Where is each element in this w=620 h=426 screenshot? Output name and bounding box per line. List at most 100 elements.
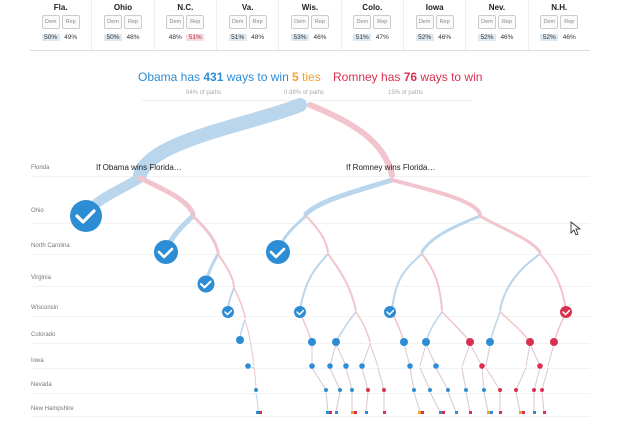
branch[interactable]	[311, 343, 555, 367]
obama-win-dot[interactable]	[428, 388, 432, 392]
obama-outcome[interactable]	[335, 411, 338, 414]
romney-win-dot[interactable]	[537, 363, 543, 369]
romney-outcome[interactable]	[259, 411, 262, 414]
obama-win-dot[interactable]	[338, 388, 342, 392]
check-icon[interactable]	[222, 306, 234, 318]
romney-outcome[interactable]	[421, 411, 424, 414]
romney-outcome[interactable]	[522, 411, 525, 414]
branch[interactable]	[499, 253, 541, 311]
branch-obama-florida[interactable]	[133, 98, 307, 182]
check-icon[interactable]	[154, 240, 178, 264]
obama-outcome[interactable]	[455, 411, 458, 414]
romney-win-dot[interactable]	[550, 338, 558, 346]
rep-button[interactable]: Rep	[310, 15, 329, 29]
dem-button[interactable]: Dem	[166, 15, 185, 29]
branch[interactable]	[489, 311, 501, 343]
branch[interactable]	[303, 177, 395, 217]
obama-win-dot[interactable]	[309, 363, 315, 369]
romney-win-dot[interactable]	[366, 388, 370, 392]
branch[interactable]	[137, 175, 196, 217]
obama-win-dot[interactable]	[433, 363, 439, 369]
branch-romney-florida[interactable]	[307, 102, 395, 178]
romney-win-dot[interactable]	[466, 338, 474, 346]
romney-outcome[interactable]	[329, 411, 332, 414]
romney-outcome[interactable]	[354, 411, 357, 414]
obama-outcome[interactable]	[439, 411, 442, 414]
branch[interactable]	[325, 391, 545, 413]
obama-outcome[interactable]	[326, 411, 329, 414]
dem-button[interactable]: Dem	[41, 15, 60, 29]
rep-button[interactable]: Rep	[560, 15, 579, 29]
check-icon[interactable]	[384, 306, 396, 318]
check-icon[interactable]	[197, 275, 215, 293]
obama-win-dot[interactable]	[407, 363, 413, 369]
obama-outcome[interactable]	[365, 411, 368, 414]
obama-outcome[interactable]	[256, 411, 259, 414]
romney-outcome[interactable]	[383, 411, 386, 414]
romney-win-dot[interactable]	[526, 338, 534, 346]
obama-win-dot[interactable]	[400, 338, 408, 346]
branch[interactable]	[305, 215, 329, 253]
obama-outcome[interactable]	[533, 411, 536, 414]
tie-outcome[interactable]	[351, 411, 354, 414]
tie-outcome[interactable]	[487, 411, 490, 414]
branch[interactable]	[244, 319, 255, 367]
obama-win-dot[interactable]	[327, 363, 333, 369]
obama-win-dot[interactable]	[343, 363, 349, 369]
branch[interactable]	[311, 367, 549, 391]
dem-button[interactable]: Dem	[103, 15, 122, 29]
branch[interactable]	[299, 253, 329, 311]
rep-button[interactable]: Rep	[61, 15, 80, 29]
romney-win-dot[interactable]	[382, 388, 386, 392]
obama-win-dot[interactable]	[482, 388, 486, 392]
branch[interactable]	[425, 311, 443, 343]
obama-win-dot[interactable]	[446, 388, 450, 392]
branch[interactable]	[255, 393, 259, 413]
romney-win-dot[interactable]	[540, 388, 544, 392]
check-icon[interactable]	[70, 200, 102, 232]
obama-win-dot[interactable]	[254, 388, 258, 392]
branch[interactable]	[421, 253, 443, 311]
obama-win-dot[interactable]	[350, 388, 354, 392]
branch[interactable]	[191, 214, 220, 254]
obama-win-dot[interactable]	[422, 338, 430, 346]
obama-win-dot[interactable]	[332, 338, 340, 346]
rep-button[interactable]: Rep	[497, 15, 516, 29]
romney-outcome[interactable]	[499, 411, 502, 414]
rep-button[interactable]: Rep	[186, 15, 205, 29]
rep-button[interactable]: Rep	[248, 15, 267, 29]
branch[interactable]	[478, 214, 542, 254]
obama-win-dot[interactable]	[236, 336, 244, 344]
branch[interactable]	[420, 214, 482, 254]
branch[interactable]	[391, 253, 423, 311]
rep-button[interactable]: Rep	[435, 15, 454, 29]
rep-button[interactable]: Rep	[123, 15, 142, 29]
branch[interactable]	[539, 253, 567, 311]
obama-win-dot[interactable]	[412, 388, 416, 392]
romney-win-dot[interactable]	[479, 363, 485, 369]
obama-win-dot[interactable]	[245, 363, 251, 369]
dem-button[interactable]: Dem	[540, 15, 559, 29]
branch[interactable]	[441, 311, 471, 343]
obama-win-dot[interactable]	[464, 388, 468, 392]
tie-outcome[interactable]	[418, 411, 421, 414]
branch[interactable]	[335, 311, 357, 343]
obama-win-dot[interactable]	[324, 388, 328, 392]
obama-outcome[interactable]	[490, 411, 493, 414]
dem-button[interactable]: Dem	[290, 15, 309, 29]
romney-outcome[interactable]	[543, 411, 546, 414]
check-icon[interactable]	[294, 306, 306, 318]
tie-outcome[interactable]	[519, 411, 522, 414]
branch[interactable]	[327, 253, 357, 311]
obama-win-dot[interactable]	[308, 338, 316, 346]
romney-outcome[interactable]	[469, 411, 472, 414]
romney-check-icon[interactable]	[560, 306, 572, 318]
check-icon[interactable]	[266, 240, 290, 264]
dem-button[interactable]: Dem	[228, 15, 247, 29]
branch[interactable]	[499, 311, 531, 343]
branch[interactable]	[233, 287, 246, 319]
rep-button[interactable]: Rep	[373, 15, 392, 29]
branch[interactable]	[355, 311, 371, 343]
dem-button[interactable]: Dem	[353, 15, 372, 29]
branch[interactable]	[217, 253, 235, 287]
